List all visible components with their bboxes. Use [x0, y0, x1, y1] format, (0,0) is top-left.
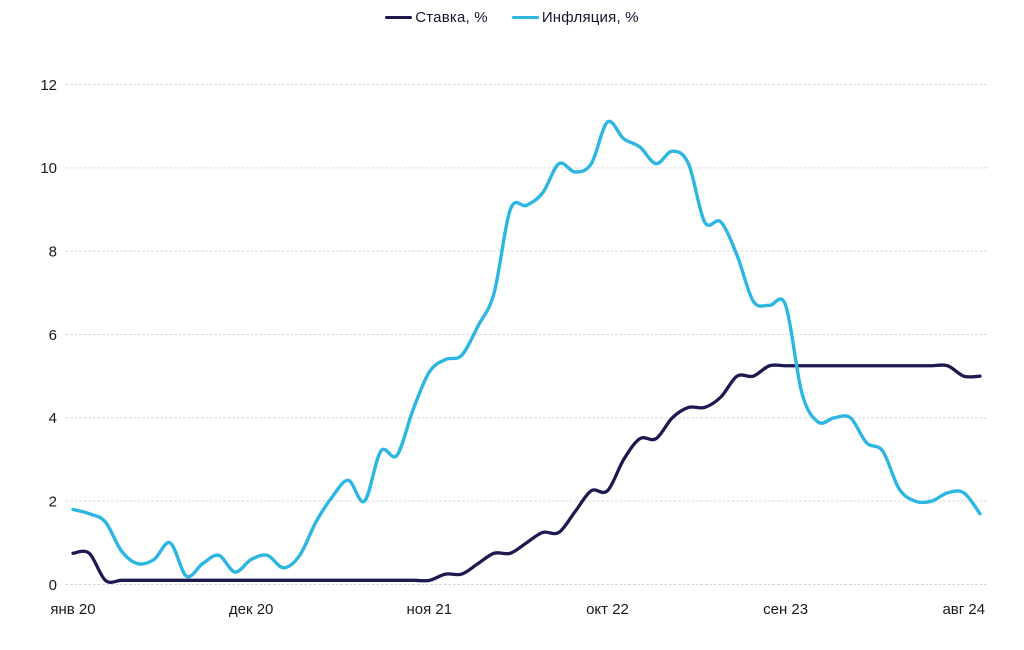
y-tick-label: 12 — [40, 77, 57, 94]
legend-item-inflation: Инфляция, % — [511, 9, 639, 26]
x-tick-label: окт 22 — [586, 601, 629, 618]
y-tick-label: 8 — [49, 243, 57, 260]
x-tick-label: янв 20 — [50, 601, 95, 618]
x-tick-label: ноя 21 — [407, 601, 453, 618]
y-axis-labels: 0 2 4 6 8 10 12 — [40, 77, 57, 594]
gridlines — [66, 84, 987, 585]
legend-swatch-rate-line — [385, 15, 413, 20]
chart-legend: Ставка, % Инфляция, % — [0, 9, 1024, 26]
x-axis-labels: янв 20 дек 20 ноя 21 окт 22 сен 23 авг 24 — [50, 601, 985, 618]
y-tick-label: 0 — [49, 577, 57, 594]
inflation-line — [71, 119, 982, 579]
legend-item-rate: Ставка, % — [385, 9, 488, 26]
y-tick-label: 6 — [49, 327, 57, 344]
x-tick-label: сен 23 — [763, 601, 808, 618]
legend-swatch-inflation-line — [511, 15, 539, 20]
y-tick-label: 10 — [40, 160, 57, 177]
y-tick-label: 2 — [49, 493, 57, 510]
legend-label-rate: Ставка, % — [415, 9, 488, 26]
rate-line — [71, 363, 982, 584]
x-tick-label: авг 24 — [942, 601, 985, 618]
x-tick-label: дек 20 — [229, 601, 274, 618]
legend-label-inflation: Инфляция, % — [541, 9, 639, 26]
y-tick-label: 4 — [49, 410, 57, 427]
